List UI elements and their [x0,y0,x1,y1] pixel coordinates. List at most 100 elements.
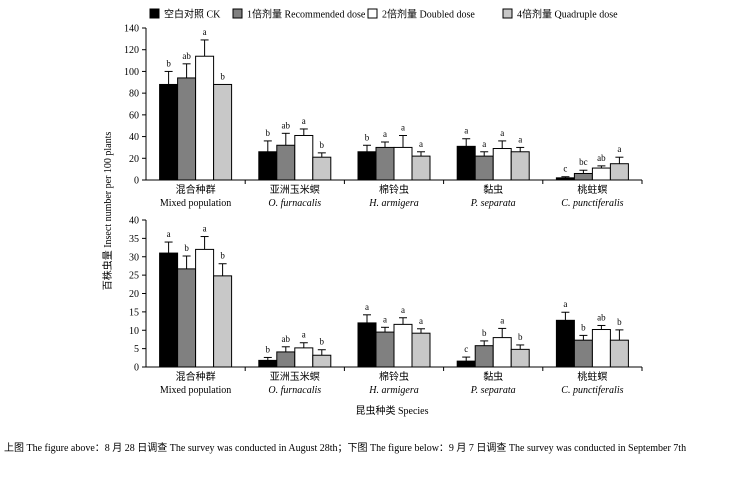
bar [474,345,494,368]
y-tick-label: 0 [134,176,139,187]
legend-swatch [149,8,160,19]
significance-letter: a [383,314,387,324]
x-tick-label-en: Mixed population [160,198,231,209]
bar [609,339,629,368]
bar [555,177,575,181]
legend-swatch [502,8,513,19]
legend: 空白对照 CK 1倍剂量 Recommended dose 2倍剂量 Doubled… [149,8,618,21]
x-tick-label-en: C. punctiferalis [561,198,623,209]
significance-letter: a [419,139,423,149]
x-tick-label-en: O. furnacalis [268,198,321,209]
x-axis-label: 昆虫种类 Species [355,404,428,417]
significance-letter: a [365,302,369,312]
significance-letter: a [401,122,405,132]
bar [609,163,629,181]
bar [393,323,413,368]
significance-letter: b [266,344,271,354]
significance-letter: a [401,305,405,315]
bar [177,77,197,181]
significance-letter: a [383,129,387,139]
bar [177,268,197,368]
y-tick-label: 10 [129,326,139,337]
bar [195,55,215,181]
significance-letter: bc [579,157,588,167]
bar [312,156,332,181]
significance-letter: a [464,126,468,136]
bar [555,319,575,368]
bottom-panel: 0 5 10 15 20 25 30 35 40 混合种群 Mixed population 亚洲玉米… [129,216,643,396]
legend-label: 空白对照 CK [164,8,221,21]
significance-letter: a [500,315,504,325]
y-tick-label: 140 [124,24,139,35]
x-tick-label-en: H. armigera [368,385,418,396]
bar [276,144,296,181]
significance-letter: a [167,229,171,239]
bar [411,155,431,181]
x-tick-label-zh: 混合种群 [176,370,216,383]
significance-letter: b [581,322,586,332]
bar [510,151,530,181]
y-tick-label: 5 [134,344,139,355]
significance-letter: a [482,139,486,149]
significance-letter: a [203,27,207,37]
x-tick-label-zh: 黏虫 [483,183,503,196]
x-tick-label-en: O. furnacalis [268,385,321,396]
bar [456,145,476,181]
significance-letter: b [518,332,523,342]
bar [492,148,512,181]
y-tick-label: 40 [129,216,139,227]
y-tick-label: 120 [124,45,139,56]
bar [357,151,377,181]
significance-letter: b [220,251,225,261]
x-tick-label-zh: 桃蛀螟 [577,370,607,383]
bar [276,351,296,368]
bar-chart-figure: 空白对照 CK 1倍剂量 Recommended dose 2倍剂量 Doubled… [101,8,643,417]
y-tick-label: 100 [124,67,139,78]
bar [357,322,377,368]
y-tick-label: 40 [129,132,139,143]
x-tick-label-zh: 桃蛀螟 [577,183,607,196]
significance-letter: a [302,116,306,126]
bar [474,155,494,181]
top-panel: 0 20 40 60 80 100 120 140 混合种群 Mixed population 亚洲… [124,24,643,209]
y-tick-label: 0 [134,363,139,374]
significance-letter: b [482,328,487,338]
x-tick-label-zh: 混合种群 [176,183,216,196]
bar [510,348,530,368]
y-tick-label: 30 [129,252,139,263]
legend-swatch [367,8,378,19]
legend-label: 2倍剂量 Doubled dose [382,8,475,21]
bar [294,134,314,181]
bar [456,360,476,368]
significance-letter: a [617,144,621,154]
bar [591,329,611,368]
significance-letter: a [500,128,504,138]
bar [591,167,611,181]
significance-letter: ab [597,312,606,322]
significance-letter: b [166,58,171,68]
y-tick-label: 60 [129,110,139,121]
significance-letter: ab [597,153,606,163]
significance-letter: b [320,337,325,347]
significance-letter: c [464,344,468,354]
y-axis-label: 百株虫量 Insect number per 100 plants [101,132,114,291]
bar [258,151,278,181]
y-tick-label: 25 [129,271,139,282]
significance-letter: ab [182,51,191,61]
figure-caption: 上图 The figure above：8 月 28 日调查 The surve… [4,443,687,454]
bar [492,337,512,368]
significance-letter: a [563,299,567,309]
bar [573,172,593,181]
bar [393,146,413,181]
y-tick-label: 15 [129,307,139,318]
legend-swatch [232,8,243,19]
significance-letter: b [320,140,325,150]
significance-letter: b [184,243,189,253]
y-tick-label: 20 [129,154,139,165]
significance-letter: b [365,132,370,142]
x-tick-label-en: Mixed population [160,385,231,396]
bar [213,275,233,368]
y-tick-label: 80 [129,89,139,100]
x-tick-label-zh: 黏虫 [483,370,503,383]
significance-letter: a [203,224,207,234]
